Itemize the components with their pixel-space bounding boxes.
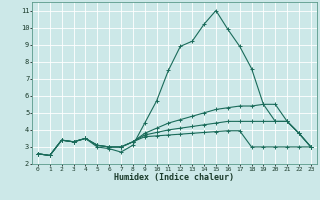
X-axis label: Humidex (Indice chaleur): Humidex (Indice chaleur) xyxy=(115,173,234,182)
